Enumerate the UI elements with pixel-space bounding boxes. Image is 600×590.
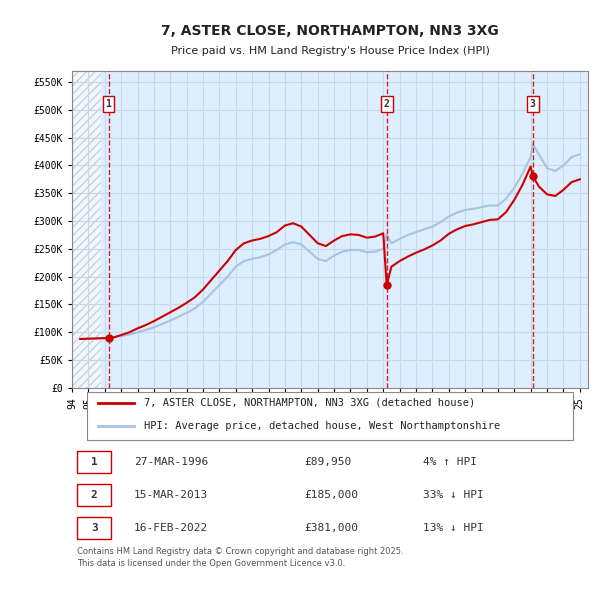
Text: 2: 2 <box>91 490 98 500</box>
Text: 27-MAR-1996: 27-MAR-1996 <box>134 457 208 467</box>
Text: 7, ASTER CLOSE, NORTHAMPTON, NN3 3XG (detached house): 7, ASTER CLOSE, NORTHAMPTON, NN3 3XG (de… <box>144 398 475 408</box>
Text: £381,000: £381,000 <box>304 523 358 533</box>
Text: Price paid vs. HM Land Registry's House Price Index (HPI): Price paid vs. HM Land Registry's House … <box>170 46 490 56</box>
Text: 1: 1 <box>106 99 112 109</box>
Text: 3: 3 <box>530 99 536 109</box>
Text: 4% ↑ HPI: 4% ↑ HPI <box>423 457 477 467</box>
Text: Contains HM Land Registry data © Crown copyright and database right 2025.
This d: Contains HM Land Registry data © Crown c… <box>77 548 404 568</box>
FancyBboxPatch shape <box>77 451 110 473</box>
Text: £185,000: £185,000 <box>304 490 358 500</box>
FancyBboxPatch shape <box>77 517 110 539</box>
Text: HPI: Average price, detached house, West Northamptonshire: HPI: Average price, detached house, West… <box>144 421 500 431</box>
FancyBboxPatch shape <box>88 392 572 440</box>
Text: 1: 1 <box>91 457 98 467</box>
FancyBboxPatch shape <box>77 484 110 506</box>
Text: 2: 2 <box>384 99 389 109</box>
Text: 3: 3 <box>91 523 98 533</box>
Text: 13% ↓ HPI: 13% ↓ HPI <box>423 523 484 533</box>
Text: £89,950: £89,950 <box>304 457 352 467</box>
Text: 7, ASTER CLOSE, NORTHAMPTON, NN3 3XG: 7, ASTER CLOSE, NORTHAMPTON, NN3 3XG <box>161 24 499 38</box>
Text: 15-MAR-2013: 15-MAR-2013 <box>134 490 208 500</box>
Polygon shape <box>72 71 101 388</box>
Text: 33% ↓ HPI: 33% ↓ HPI <box>423 490 484 500</box>
Text: 16-FEB-2022: 16-FEB-2022 <box>134 523 208 533</box>
